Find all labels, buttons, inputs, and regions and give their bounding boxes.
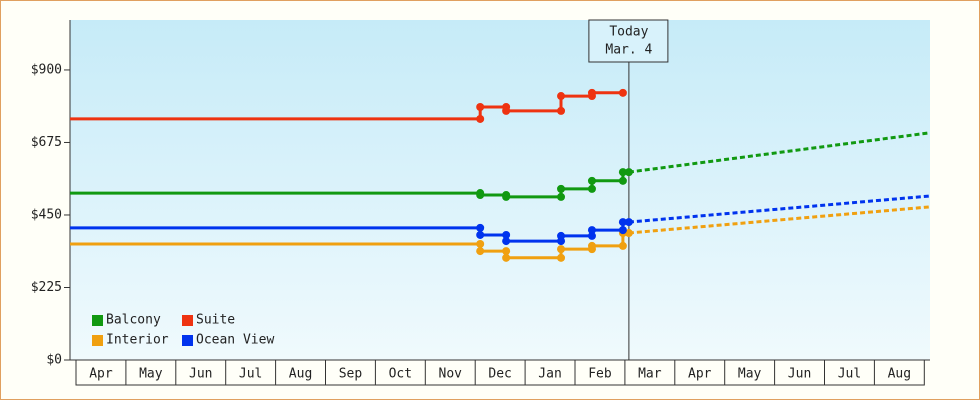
price-point [587, 184, 596, 193]
x-tick-label: May [139, 367, 163, 382]
price-point [476, 190, 485, 199]
forecast-line [628, 131, 930, 174]
price-point [587, 241, 596, 250]
today-label: Today [609, 25, 648, 40]
price-point [618, 218, 627, 227]
today-box [588, 19, 669, 63]
x-tick-label: May [738, 367, 762, 382]
price-point [618, 168, 627, 177]
legend-swatch [182, 315, 193, 326]
price-point [502, 230, 511, 239]
x-tick-label: Jun [788, 367, 811, 382]
y-tick-label: $450 [31, 207, 62, 222]
price-point [502, 106, 511, 115]
y-tick-label: $675 [31, 135, 62, 150]
price-point [476, 247, 485, 256]
price-point [476, 114, 485, 123]
x-tick-label: Jul [838, 367, 861, 382]
price-point [557, 231, 566, 240]
legend-label: Suite [196, 313, 235, 328]
price-point [502, 253, 511, 262]
price-point [502, 237, 511, 246]
legend-swatch [92, 335, 103, 346]
price-point [502, 247, 511, 256]
today-label: Mar. 4 [605, 43, 652, 58]
price-point [557, 106, 566, 115]
y-tick-label: $900 [31, 62, 62, 77]
forecast-line [628, 205, 930, 235]
x-tick-label: Nov [439, 367, 463, 382]
price-point [557, 92, 566, 101]
y-tick-label: $225 [31, 280, 62, 295]
price-point [618, 88, 627, 97]
price-point [557, 184, 566, 193]
x-tick-label: Dec [488, 367, 511, 382]
price-point [624, 168, 633, 177]
price-point [587, 176, 596, 185]
x-tick-label: Jan [538, 367, 561, 382]
price-point [618, 241, 627, 250]
x-tick-label: Feb [588, 367, 612, 382]
price-point [557, 245, 566, 254]
price-point [618, 226, 627, 235]
price-point [557, 192, 566, 201]
price-point [476, 223, 485, 232]
x-tick-label: Jun [189, 367, 212, 382]
price-point [587, 226, 596, 235]
plot-area [70, 20, 930, 360]
x-tick-label: Aug [289, 367, 312, 382]
x-tick-label: Mar [638, 367, 662, 382]
price-point [587, 88, 596, 97]
price-point [476, 239, 485, 248]
price-point [618, 176, 627, 185]
legend-label: Interior [106, 333, 169, 348]
legend-swatch [182, 335, 193, 346]
price-point [476, 103, 485, 112]
x-tick-label: Apr [688, 367, 712, 382]
legend-label: Ocean View [196, 333, 274, 348]
x-tick-label: Sep [339, 367, 363, 382]
legend-label: Balcony [106, 313, 161, 328]
y-tick-label: $0 [46, 353, 62, 368]
x-tick-label: Oct [389, 367, 412, 382]
x-tick-label: Aug [888, 367, 911, 382]
price-point [624, 218, 633, 227]
legend-swatch [92, 315, 103, 326]
price-point [557, 253, 566, 262]
price-point [587, 231, 596, 240]
price-point [502, 192, 511, 201]
x-axis-band [75, 359, 925, 386]
x-tick-label: Jul [239, 367, 262, 382]
forecast-line [628, 194, 930, 224]
price-point [624, 229, 633, 238]
x-tick-label: Apr [89, 367, 113, 382]
price-point [476, 230, 485, 239]
